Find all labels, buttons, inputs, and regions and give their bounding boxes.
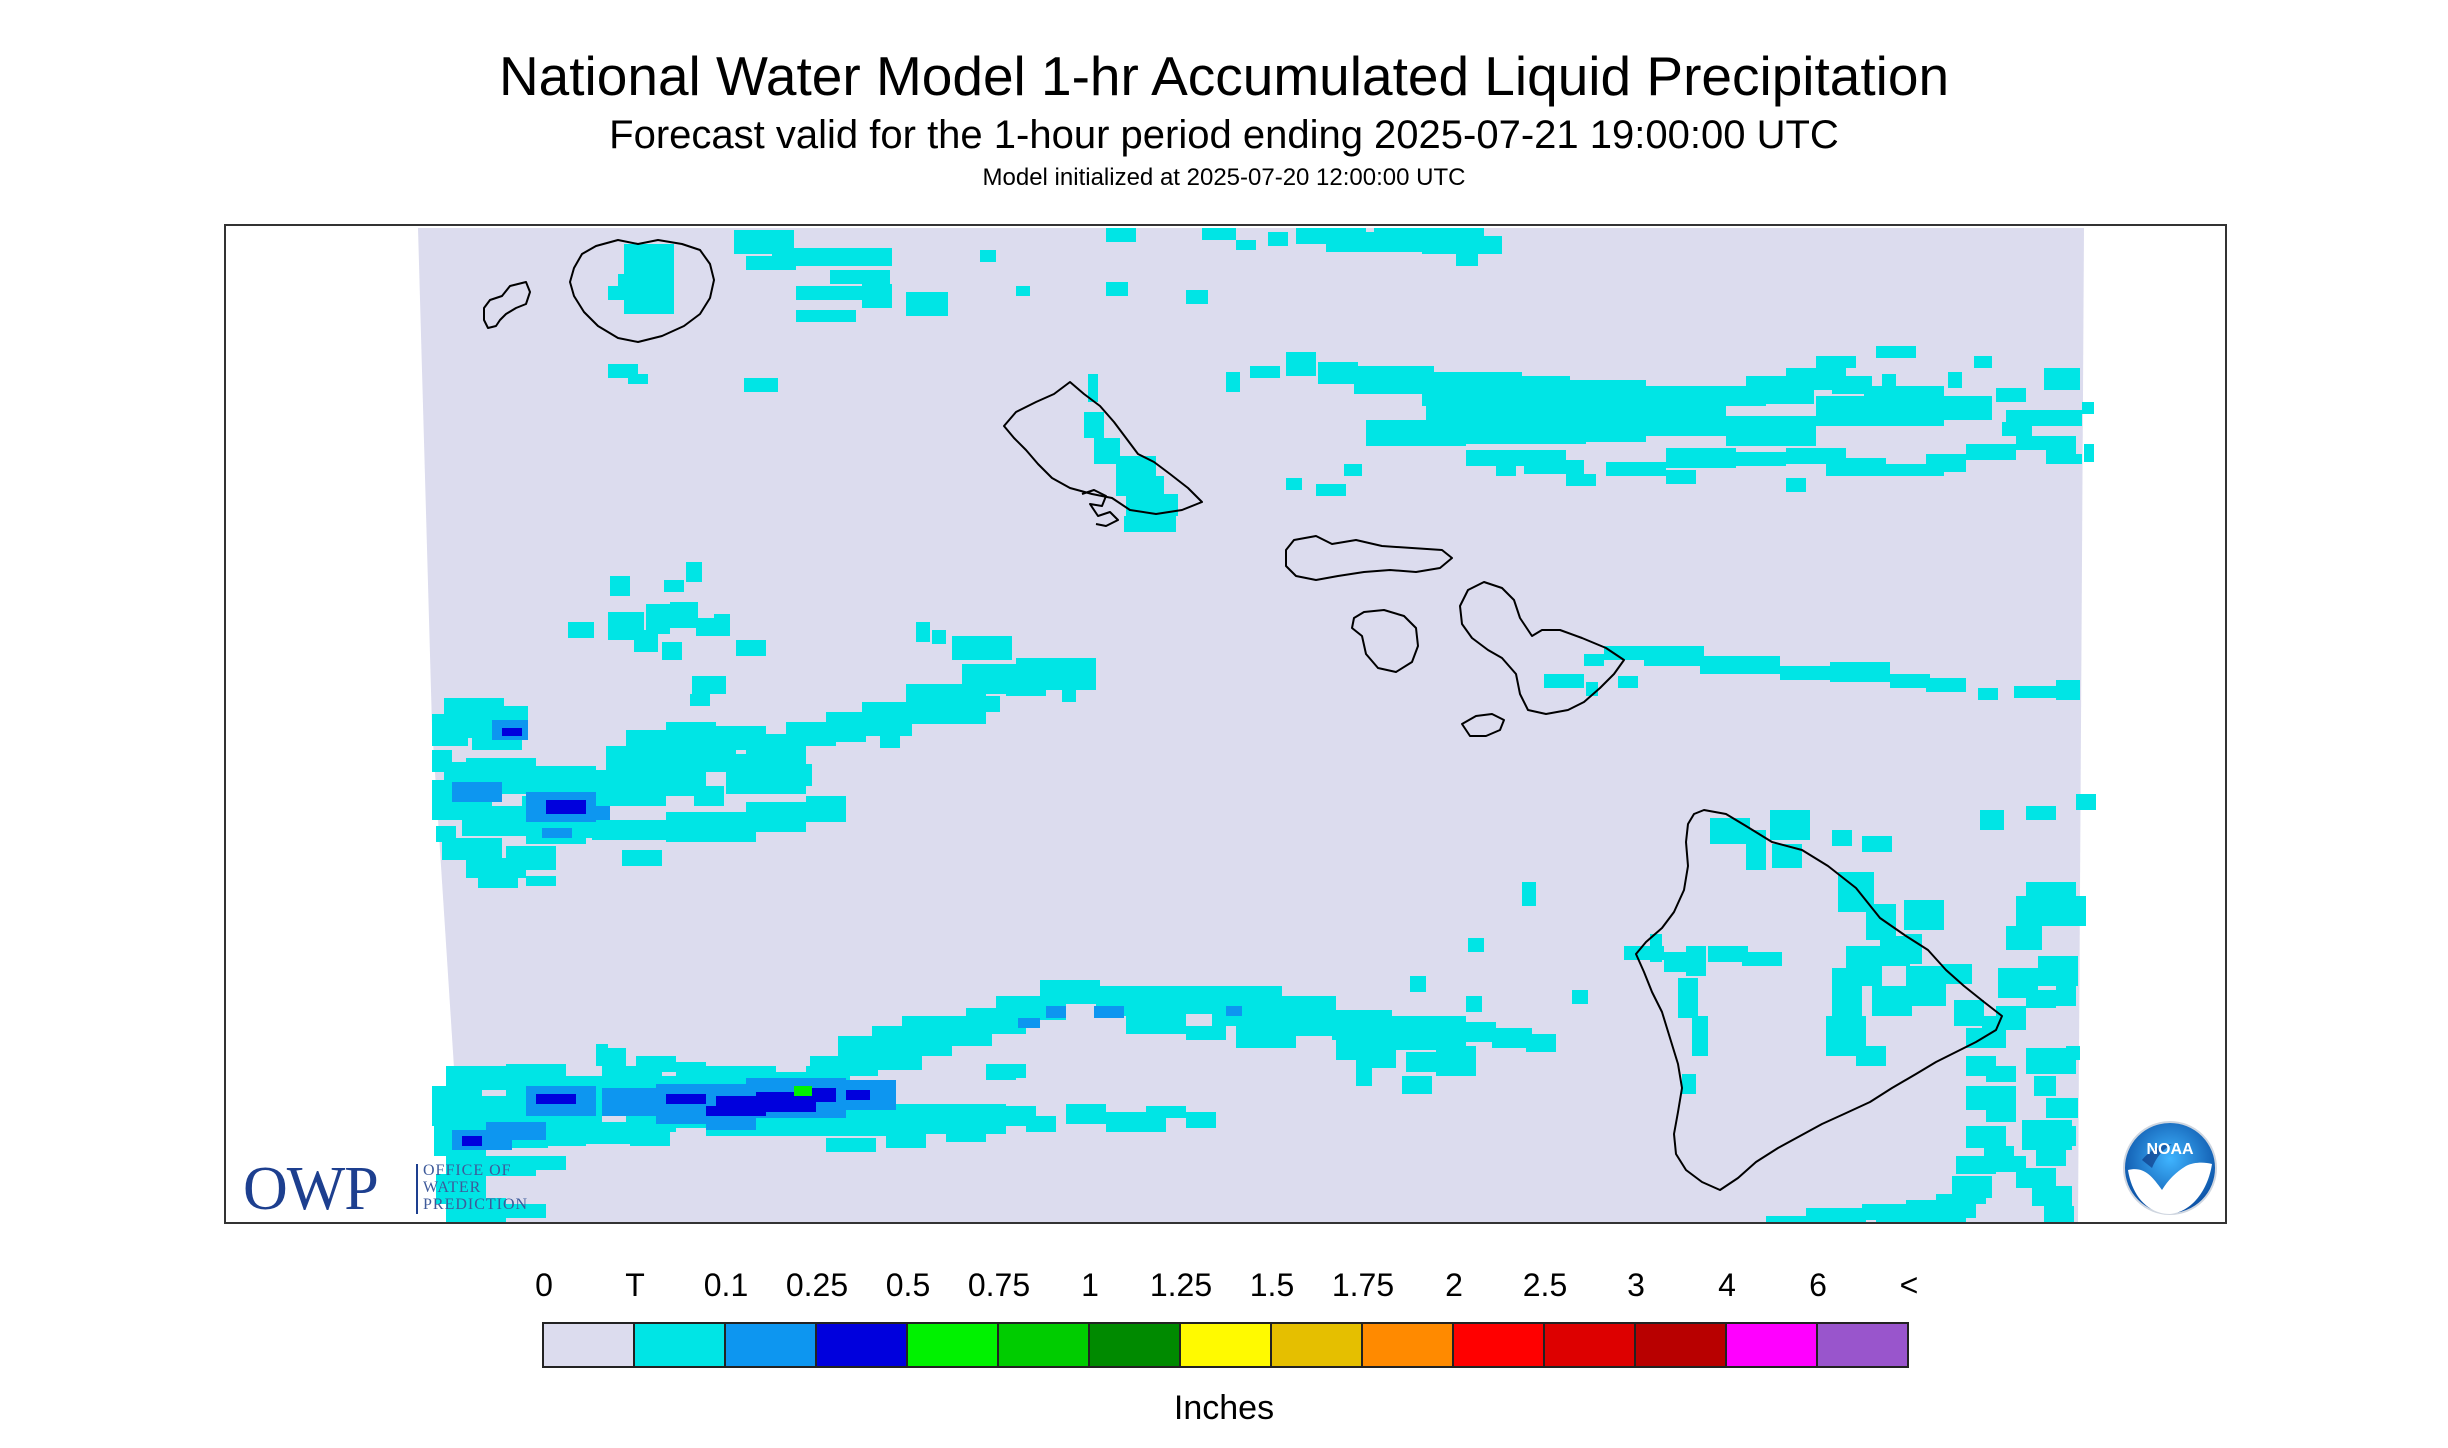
coastlines (483, 239, 2003, 1191)
legend-color-swatch (1090, 1324, 1181, 1366)
noaa-logo: NOAA (2123, 1121, 2217, 1215)
legend-color-swatch (1727, 1324, 1818, 1366)
legend-color-swatch (908, 1324, 999, 1366)
legend-units-label: Inches (1173, 1389, 1275, 1427)
legend-tick-label: 0 (535, 1267, 553, 1303)
lanai-coastline (1351, 609, 1419, 673)
pearl-harbor-coastline (1081, 489, 1119, 527)
legend-tick-label: 4 (1718, 1267, 1736, 1303)
legend-color-swatch (1272, 1324, 1363, 1366)
legend-tick-label: 2 (1445, 1267, 1463, 1303)
legend-color-swatch (817, 1324, 908, 1366)
owp-logo-mark: OWP (243, 1155, 379, 1223)
legend-tick-label: 6 (1809, 1267, 1827, 1303)
molokai-coastline (1285, 535, 1453, 581)
maui-coastline (1459, 581, 1625, 715)
legend-color-swatch (999, 1324, 1090, 1366)
niihau-coastline (483, 281, 531, 329)
owp-logo-line: PREDICTION (423, 1196, 529, 1213)
owp-logo-line: OFFICE OF (423, 1162, 512, 1179)
legend-color-swatch (1454, 1324, 1545, 1366)
legend-tick-label: 0.1 (703, 1267, 749, 1303)
legend-tick-label: 2.5 (1522, 1267, 1568, 1303)
precipitation-map: OWP OFFICE OF WATER PREDICTION NOAA (224, 224, 2227, 1224)
owp-logo: OWP OFFICE OF WATER PREDICTION (243, 1155, 573, 1223)
noaa-logo-text: NOAA (2146, 1141, 2194, 1158)
legend-color-bar (542, 1322, 1909, 1368)
legend-tick-label: 0.75 (967, 1267, 1031, 1303)
kauai-coastline (569, 239, 715, 343)
kahoolawe-coastline (1461, 713, 1505, 737)
oahu-coastline (1003, 381, 1203, 515)
legend-color-swatch (1818, 1324, 1907, 1366)
legend-tick-label: 1.75 (1331, 1267, 1395, 1303)
legend-color-swatch (1181, 1324, 1272, 1366)
legend-color-swatch (544, 1324, 635, 1366)
legend-color-swatch (1363, 1324, 1454, 1366)
legend-tick-label: 0.5 (885, 1267, 931, 1303)
precip-trace-layer (432, 228, 2096, 1222)
map-title: National Water Model 1-hr Accumulated Li… (498, 45, 1950, 107)
precip-heavy-layer (794, 1086, 812, 1096)
legend-tick-label: 0.25 (785, 1267, 849, 1303)
legend-tick-label: < (1899, 1267, 1919, 1303)
legend-tick-label: 1.25 (1149, 1267, 1213, 1303)
legend-color-swatch (1545, 1324, 1636, 1366)
map-subtitle: Forecast valid for the 1-hour period end… (609, 113, 1839, 157)
owp-logo-divider (416, 1164, 418, 1214)
owp-logo-text: OFFICE OF WATER PREDICTION (423, 1162, 573, 1213)
legend-tick-label: 1 (1081, 1267, 1099, 1303)
legend-tick-label: T (625, 1267, 645, 1303)
legend-color-swatch (1636, 1324, 1727, 1366)
legend-tick-label: 1.5 (1249, 1267, 1295, 1303)
legend-tick-label: 3 (1627, 1267, 1645, 1303)
legend-color-swatch (726, 1324, 817, 1366)
legend-color-swatch (635, 1324, 726, 1366)
model-init-time: Model initialized at 2025-07-20 12:00:00… (982, 164, 1466, 191)
big-island-coastline (1635, 809, 2003, 1191)
owp-logo-line: WATER (423, 1179, 482, 1196)
precip-moderate-layer (462, 728, 870, 1146)
